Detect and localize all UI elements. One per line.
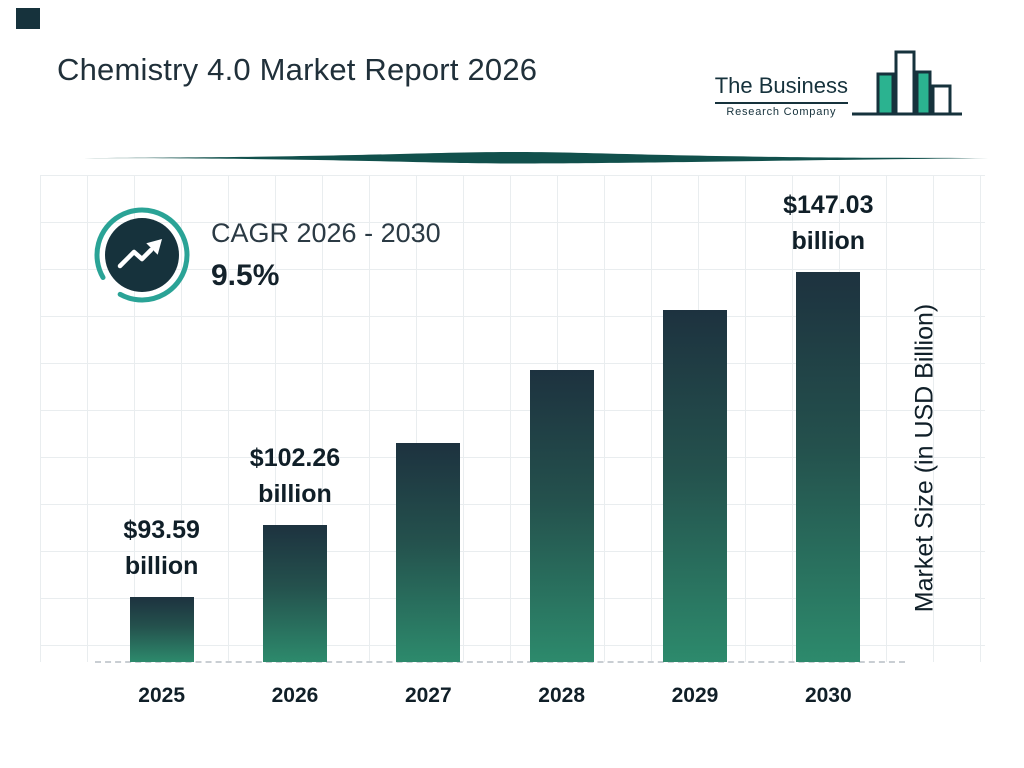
x-tick-label: 2025 <box>138 684 186 707</box>
bar-column-2030: $147.03 billion 2030 <box>762 175 895 708</box>
x-tick-label: 2029 <box>671 684 719 707</box>
company-logo: The Business Research Company <box>714 48 962 120</box>
corner-mark <box>16 8 40 29</box>
x-tick-label: 2027 <box>404 684 452 707</box>
y-axis-title: Market Size (in USD Billion) <box>910 303 939 613</box>
bar-column-2028: 2028 <box>495 175 628 707</box>
bar-value-label: $102.26 billion <box>249 443 341 508</box>
bars: $93.59 billion 2025 $102.26 billion 2026 2027 2… <box>95 175 895 708</box>
cagr-block: CAGR 2026 - 2030 9.5% <box>211 218 441 293</box>
chart-area: $93.59 billion 2025 $102.26 billion 2026 2027 2… <box>40 175 985 708</box>
logo-barchart-icon <box>852 48 962 120</box>
bar-2026 <box>262 525 327 662</box>
bar-column-2026: $102.26 billion 2026 <box>228 175 361 708</box>
bar-column-2025: $93.59 billion 2025 <box>95 175 228 708</box>
x-tick-label: 2026 <box>271 684 319 707</box>
logo-line2: Research Company <box>726 106 837 118</box>
bar-value-label: $93.59 billion <box>123 515 200 580</box>
x-axis-line <box>95 661 905 663</box>
bar-column-2029: 2029 <box>628 175 761 707</box>
page-title: Chemistry 4.0 Market Report 2026 <box>57 52 538 87</box>
bar-2028 <box>529 370 594 662</box>
bar-2030 <box>796 272 861 662</box>
bar-column-2027: 2027 <box>362 175 495 707</box>
x-tick-label: 2028 <box>538 684 585 707</box>
divider-line <box>35 150 990 166</box>
cagr-value: 9.5% <box>211 259 280 292</box>
logo-line1: The Business <box>714 73 848 104</box>
bar-2029 <box>662 310 727 662</box>
bar-value-label: $147.03 billion <box>783 190 874 255</box>
bar-2027 <box>396 443 461 662</box>
logo-text: The Business Research Company <box>714 73 848 120</box>
x-tick-label: 2030 <box>804 684 852 707</box>
cagr-trend-icon <box>92 203 192 312</box>
bar-2025 <box>129 597 194 662</box>
cagr-label: CAGR 2026 - 2030 <box>211 218 441 248</box>
